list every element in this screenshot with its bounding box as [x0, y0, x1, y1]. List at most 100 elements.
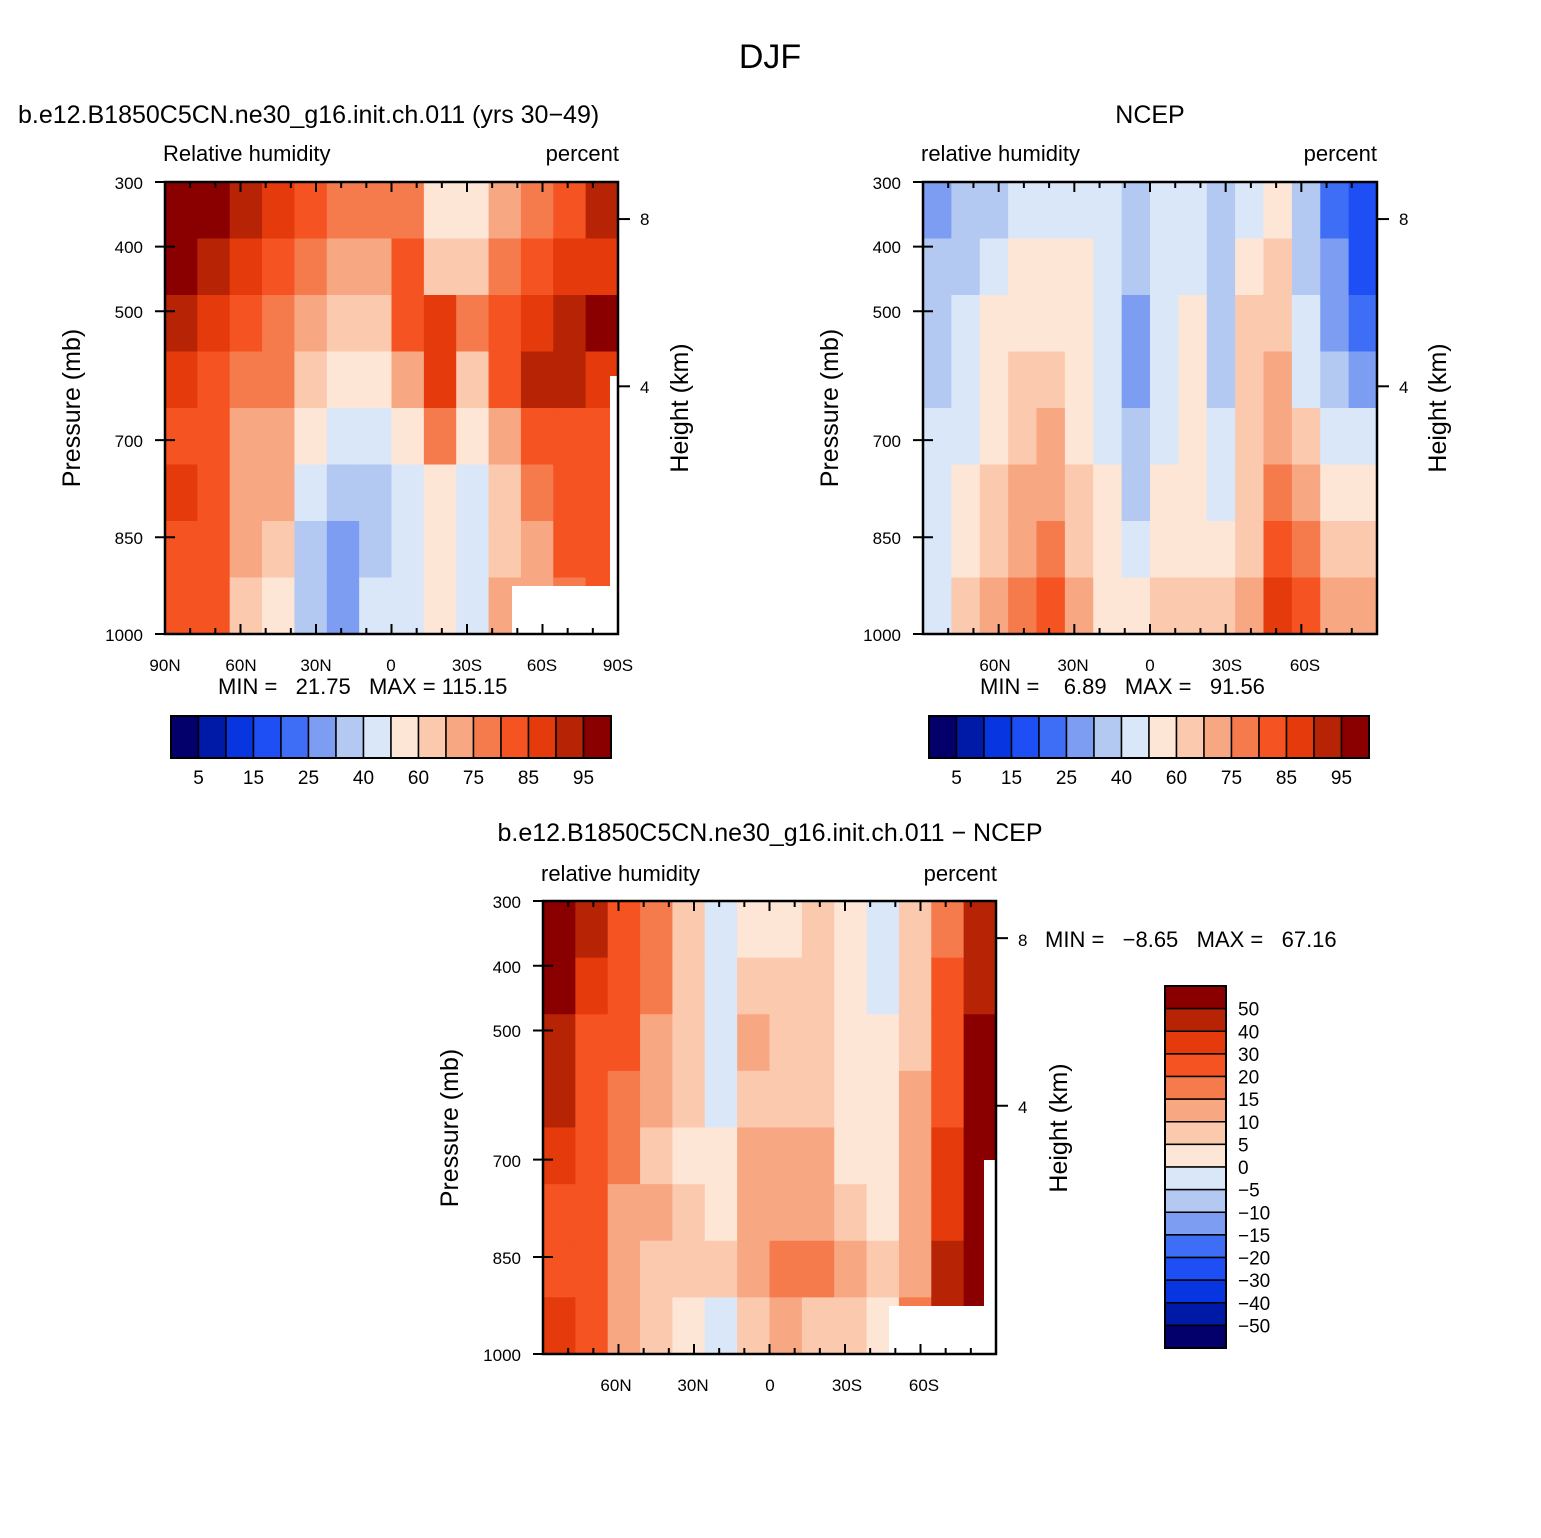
- field-cell: [543, 1127, 577, 1185]
- field-cell: [1121, 238, 1151, 296]
- colorbar-label: 40: [353, 768, 374, 789]
- colorbar-swatch: [1065, 715, 1095, 759]
- field-cell: [543, 1184, 577, 1242]
- ytick-label: 700: [873, 432, 901, 451]
- field-cell: [607, 1184, 641, 1242]
- panel-model-yticks: 300 400 500 700 850 1000: [105, 174, 143, 645]
- ytick-label: 1000: [483, 1346, 521, 1365]
- field-cell: [801, 1240, 836, 1299]
- field-cell: [165, 351, 199, 409]
- field-cell: [1121, 577, 1151, 635]
- field-cell: [1178, 182, 1208, 240]
- colorbar-label: −20: [1238, 1249, 1270, 1270]
- colorbar-label: −10: [1238, 1203, 1270, 1224]
- field-cell: [1008, 238, 1038, 296]
- colorbar-swatch: [197, 715, 227, 759]
- xtick-label: 30S: [1212, 656, 1242, 675]
- field-cell: [456, 577, 490, 635]
- field-cell: [553, 351, 587, 409]
- field-cell: [553, 238, 587, 296]
- field-cell: [165, 295, 199, 353]
- xtick-label: 90N: [149, 656, 180, 675]
- field-cell: [866, 1070, 900, 1129]
- field-cell: [359, 577, 393, 635]
- ytick-label: 850: [115, 529, 143, 548]
- field-cell: [1008, 464, 1038, 522]
- field-cell: [262, 182, 296, 240]
- field-cell: [1235, 351, 1265, 409]
- field-cell: [1235, 521, 1265, 579]
- colorbar-label: 15: [1238, 1090, 1259, 1111]
- field-cell: [923, 351, 953, 409]
- colorbar-swatch: [252, 715, 282, 759]
- field-cell: [359, 182, 393, 240]
- colorbar-frame: [1164, 985, 1227, 1349]
- field-cell: [1206, 408, 1236, 466]
- panel-difference-title: b.e12.B1850C5CN.ne30_g16.init.ch.011 − N…: [497, 819, 1042, 847]
- field-cell: [769, 1297, 803, 1355]
- field-cell: [1178, 351, 1208, 409]
- field-cell: [1150, 238, 1180, 296]
- field-cell: [1291, 351, 1322, 409]
- colorbar-swatch: [1164, 1302, 1227, 1327]
- field-cell: [1008, 577, 1038, 635]
- panel-ncep-yticks: 300 400 500 700 850 1000: [863, 174, 901, 645]
- panel-difference-ylabel-right: Height (km): [1045, 1063, 1073, 1192]
- field-cell: [1291, 464, 1322, 522]
- field-cell: [1206, 577, 1236, 635]
- field-cell: [1150, 182, 1180, 240]
- field-cell: [866, 957, 900, 1016]
- field-cell: [704, 1240, 738, 1299]
- field-cell: [585, 238, 619, 296]
- field-cell: [834, 957, 868, 1016]
- field-cell: [1036, 295, 1066, 353]
- field-cell: [1235, 238, 1265, 296]
- field-cell: [575, 1070, 609, 1129]
- colorbar-label: 85: [1276, 768, 1297, 789]
- field-cell: [769, 1184, 803, 1242]
- colorbar-label: 95: [573, 768, 594, 789]
- field-cell: [951, 295, 981, 353]
- colorbar-swatch: [1203, 715, 1233, 759]
- field-cell: [1235, 182, 1265, 240]
- field-cell: [553, 182, 587, 240]
- field-cell: [1064, 577, 1095, 635]
- xtick-label: 60N: [979, 656, 1010, 675]
- field-cell: [543, 901, 577, 959]
- panel-difference-missing-region: [889, 1306, 996, 1354]
- field-cell: [326, 408, 360, 466]
- colorbar-swatch: [1258, 715, 1288, 759]
- field-cell: [951, 408, 981, 466]
- field-cell: [1064, 295, 1095, 353]
- field-cell: [951, 521, 981, 579]
- field-cell: [423, 351, 458, 409]
- field-cell: [672, 1070, 706, 1129]
- field-cell: [1348, 351, 1378, 409]
- field-cell: [640, 957, 674, 1016]
- field-cell: [1008, 408, 1038, 466]
- field-cell: [1206, 521, 1236, 579]
- field-cell: [326, 521, 360, 579]
- field-cell: [326, 295, 360, 353]
- field-cell: [294, 295, 328, 353]
- field-cell: [1178, 408, 1208, 466]
- colorbar-swatch: [1164, 1030, 1227, 1055]
- panel-model-missing-strip: [610, 376, 618, 586]
- field-cell: [801, 1184, 836, 1242]
- field-cell: [898, 1127, 933, 1185]
- field-cell: [1348, 182, 1378, 240]
- field-cell: [1320, 182, 1350, 240]
- field-cell: [326, 182, 360, 240]
- colorbar-swatch: [362, 715, 392, 759]
- field-cell: [1320, 295, 1350, 353]
- field-cell: [575, 1127, 609, 1185]
- field-cell: [391, 577, 425, 635]
- field-cell: [1348, 295, 1378, 353]
- field-cell: [456, 238, 490, 296]
- field-cell: [456, 521, 490, 579]
- field-cell: [704, 1127, 738, 1185]
- field-cell: [1036, 351, 1066, 409]
- colorbar-swatch: [955, 715, 985, 759]
- field-cell: [979, 238, 1009, 296]
